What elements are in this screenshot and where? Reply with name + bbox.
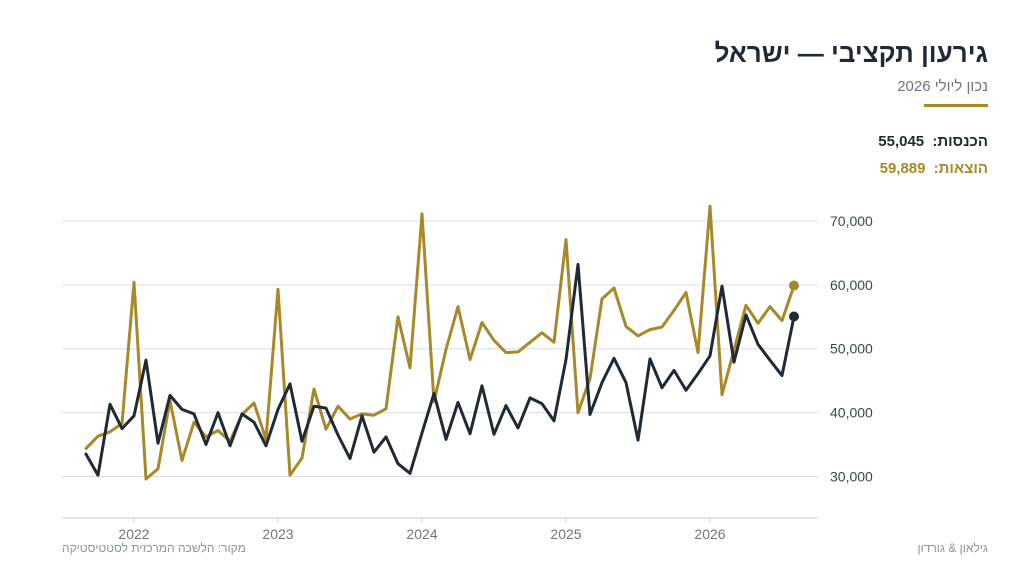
- legend: הכנסות: 55,045 הוצאות: 59,889: [878, 128, 988, 182]
- legend-income-value: 55,045: [878, 133, 925, 150]
- y-tick-label: 50,000: [830, 341, 873, 357]
- brand-credit: גילאון & גורדון: [917, 541, 988, 555]
- legend-income-label: הכנסות:: [932, 133, 988, 150]
- expense-series-line: [84, 204, 796, 481]
- x-tick-label: 2024: [406, 526, 437, 542]
- x-tick-label: 2023: [262, 526, 293, 542]
- y-tick-label: 30,000: [830, 468, 873, 484]
- source-note: מקור: הלשכה המרכזית לסטטיסטיקה: [62, 541, 246, 555]
- income-end-point: [789, 311, 799, 322]
- y-tick-label: 40,000: [830, 405, 873, 421]
- expense-end-point: [789, 280, 799, 291]
- x-tick-label: 2025: [550, 526, 581, 542]
- x-tick-label: 2026: [694, 526, 725, 542]
- legend-expense: הוצאות: 59,889: [878, 155, 988, 182]
- legend-expense-value: 59,889: [879, 160, 926, 177]
- x-axis-ticks: 2022 2023 2024 2025 2026: [118, 518, 726, 542]
- income-series-line: [84, 262, 796, 477]
- y-tick-label: 60,000: [830, 277, 873, 293]
- series-lines: [84, 204, 799, 481]
- y-axis-ticks: 30,000 40,000 50,000 60,000 70,000: [830, 213, 873, 485]
- chart-subtitle: נכון ליולי 2026: [897, 78, 988, 95]
- chart-title: גירעון תקציבי — ישראל: [714, 38, 988, 68]
- accent-rule: [924, 104, 988, 107]
- legend-income: הכנסות: 55,045: [878, 128, 988, 155]
- y-tick-label: 70,000: [830, 213, 873, 229]
- x-tick-label: 2022: [118, 526, 149, 542]
- legend-expense-label: הוצאות:: [933, 160, 988, 177]
